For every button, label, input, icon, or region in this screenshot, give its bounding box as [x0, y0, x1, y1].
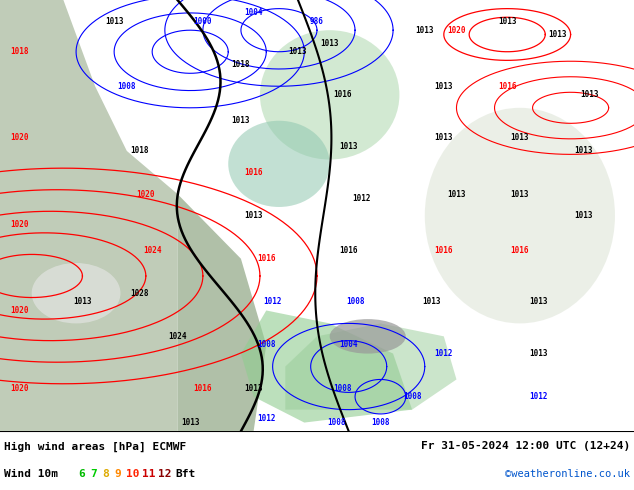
Text: 1013: 1013: [105, 17, 124, 26]
Text: 1013: 1013: [422, 297, 441, 306]
Text: 1008: 1008: [346, 297, 365, 306]
Text: High wind areas [hPa] ECMWF: High wind areas [hPa] ECMWF: [4, 441, 186, 452]
Text: 1020: 1020: [136, 190, 155, 198]
Text: 1013: 1013: [320, 39, 339, 48]
Text: 1013: 1013: [244, 384, 263, 392]
Text: 1004: 1004: [244, 8, 263, 18]
Text: 1008: 1008: [257, 341, 276, 349]
Text: 1008: 1008: [333, 384, 352, 392]
Text: 1016: 1016: [333, 90, 352, 99]
Text: 1013: 1013: [181, 418, 200, 427]
Text: 1018: 1018: [10, 47, 29, 56]
Text: Wind 10m: Wind 10m: [4, 468, 58, 479]
Text: 1020: 1020: [10, 133, 29, 143]
Text: 1018: 1018: [130, 147, 149, 155]
Text: 12: 12: [158, 468, 172, 479]
Polygon shape: [285, 323, 456, 410]
Text: 986: 986: [310, 17, 324, 26]
Text: 1020: 1020: [10, 220, 29, 229]
Text: 1000: 1000: [193, 17, 212, 26]
Text: 1020: 1020: [10, 384, 29, 392]
Text: 1016: 1016: [434, 245, 453, 255]
Ellipse shape: [260, 30, 399, 160]
Text: 1016: 1016: [257, 254, 276, 263]
Text: 1013: 1013: [73, 297, 92, 306]
Text: 1013: 1013: [510, 133, 529, 143]
Text: 11: 11: [142, 468, 155, 479]
Text: 1013: 1013: [498, 17, 517, 26]
Text: 1013: 1013: [574, 147, 593, 155]
Text: 1016: 1016: [339, 245, 358, 255]
Text: 1004: 1004: [339, 341, 358, 349]
Text: 6: 6: [78, 468, 85, 479]
Ellipse shape: [228, 121, 330, 207]
Text: 1013: 1013: [580, 90, 599, 99]
Text: 1016: 1016: [193, 384, 212, 392]
Text: Fr 31-05-2024 12:00 UTC (12+24): Fr 31-05-2024 12:00 UTC (12+24): [421, 441, 630, 451]
Text: 7: 7: [90, 468, 97, 479]
Text: 1013: 1013: [244, 211, 263, 220]
Text: 1013: 1013: [548, 30, 567, 39]
Text: ©weatheronline.co.uk: ©weatheronline.co.uk: [505, 468, 630, 479]
Text: 1008: 1008: [371, 418, 390, 427]
Text: 1012: 1012: [434, 349, 453, 358]
Text: 1012: 1012: [263, 297, 282, 306]
Text: 1013: 1013: [339, 142, 358, 151]
Ellipse shape: [330, 319, 406, 354]
Text: 10: 10: [126, 468, 139, 479]
Text: 1008: 1008: [403, 392, 422, 401]
Text: 9: 9: [114, 468, 120, 479]
Text: 1013: 1013: [447, 190, 466, 198]
Text: 1013: 1013: [415, 25, 434, 35]
Text: 1012: 1012: [529, 392, 548, 401]
Text: 8: 8: [102, 468, 109, 479]
Text: 1016: 1016: [244, 168, 263, 177]
Text: 1020: 1020: [10, 306, 29, 315]
Text: 1018: 1018: [231, 60, 250, 69]
Text: 1016: 1016: [510, 245, 529, 255]
Text: Bft: Bft: [175, 468, 195, 479]
Text: 1013: 1013: [434, 82, 453, 91]
Text: 1008: 1008: [117, 82, 136, 91]
Text: 1016: 1016: [498, 82, 517, 91]
Text: 1012: 1012: [352, 194, 371, 203]
Text: 1013: 1013: [510, 190, 529, 198]
Text: 1013: 1013: [288, 47, 307, 56]
Polygon shape: [178, 194, 266, 431]
Text: 1013: 1013: [529, 349, 548, 358]
Text: 1024: 1024: [168, 332, 187, 341]
Text: 1013: 1013: [231, 116, 250, 125]
Text: 1024: 1024: [143, 245, 162, 255]
Polygon shape: [241, 311, 412, 422]
Text: 1013: 1013: [529, 297, 548, 306]
Text: 1020: 1020: [447, 25, 466, 35]
Ellipse shape: [32, 263, 120, 323]
Polygon shape: [0, 0, 178, 431]
Text: 1008: 1008: [327, 418, 346, 427]
Text: 1013: 1013: [574, 211, 593, 220]
Text: 1028: 1028: [130, 289, 149, 298]
Ellipse shape: [425, 108, 615, 323]
Text: 1013: 1013: [434, 133, 453, 143]
Text: 1012: 1012: [257, 414, 276, 423]
